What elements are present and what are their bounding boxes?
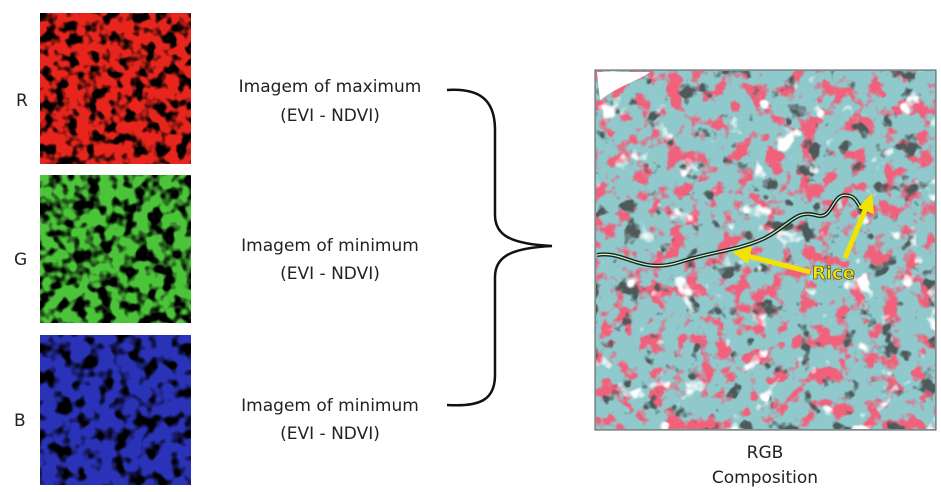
row-label: (EVI - NDVI): [280, 106, 380, 126]
brace: [447, 90, 552, 406]
row-label: (EVI - NDVI): [280, 424, 380, 444]
caption: Composition: [712, 468, 818, 488]
channel-label: G: [14, 250, 27, 270]
composite-image: [595, 70, 936, 430]
image-texture: [596, 71, 935, 429]
image-texture: [40, 335, 191, 485]
row-label: (EVI - NDVI): [280, 264, 380, 284]
page: {"rows": [ {"channel": "R", "label": ["I…: [0, 0, 941, 488]
caption: RGB: [747, 443, 784, 463]
row-label: Imagem of maximum: [239, 77, 422, 97]
row-label: Imagem of minimum: [241, 396, 419, 416]
red-image: [40, 13, 191, 164]
image-texture: [40, 175, 191, 323]
channel-label: B: [14, 411, 26, 431]
diagram: R G B Imagem of maximum (EVI - NDVI) Ima…: [0, 0, 941, 488]
channel-label: R: [16, 91, 28, 111]
row-label: Imagem of minimum: [241, 236, 419, 256]
image-texture: [40, 13, 191, 164]
blue-image: [40, 335, 191, 485]
green-image: [40, 175, 191, 323]
annotation: Rice: [812, 263, 855, 284]
